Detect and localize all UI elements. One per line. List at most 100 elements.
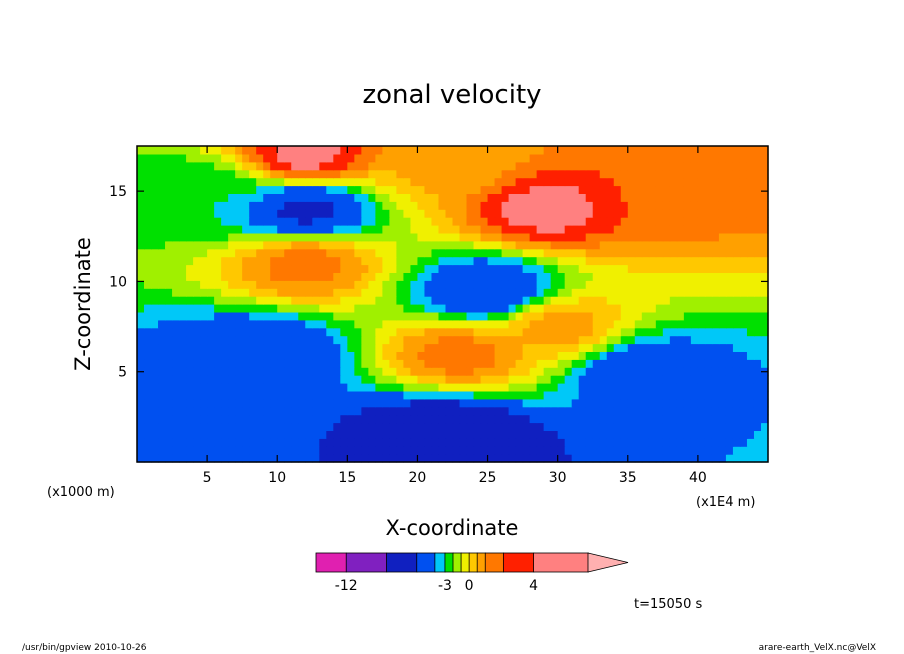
- heatmap-cell: [438, 217, 447, 226]
- heatmap-cell: [578, 232, 587, 242]
- heatmap-cell: [732, 343, 741, 352]
- heatmap-cell: [298, 367, 306, 376]
- heatmap-cell: [557, 169, 566, 179]
- heatmap-cell: [620, 327, 629, 337]
- heatmap-cell: [319, 383, 327, 392]
- heatmap-cell: [732, 217, 741, 226]
- heatmap-cell: [361, 311, 369, 321]
- heatmap-cell: [536, 304, 545, 313]
- heatmap-cell: [683, 240, 692, 250]
- heatmap-cell: [487, 201, 496, 210]
- heatmap-cell: [515, 185, 524, 194]
- heatmap-cell: [179, 446, 187, 455]
- heatmap-cell: [403, 414, 412, 424]
- heatmap-cell: [396, 161, 405, 171]
- heatmap-cell: [403, 367, 412, 376]
- heatmap-cell: [529, 296, 538, 305]
- heatmap-cell: [704, 430, 713, 439]
- heatmap-cell: [396, 304, 405, 313]
- heatmap-cell: [326, 414, 334, 424]
- heatmap-cell: [459, 240, 468, 250]
- heatmap-cell: [480, 430, 489, 439]
- heatmap-cell: [571, 193, 580, 202]
- heatmap-cell: [284, 193, 292, 202]
- heatmap-cell: [571, 209, 580, 218]
- heatmap-cell: [515, 311, 524, 321]
- heatmap-cell: [284, 454, 292, 463]
- heatmap-cell: [480, 422, 489, 431]
- heatmap-cell: [445, 146, 454, 155]
- x-axis-label: X-coordinate: [386, 516, 519, 540]
- heatmap-cell: [466, 272, 475, 281]
- heatmap-cell: [186, 209, 194, 218]
- heatmap-cell: [249, 169, 257, 179]
- heatmap-cell: [739, 240, 748, 250]
- heatmap-cell: [627, 209, 636, 218]
- heatmap-cell: [284, 446, 292, 455]
- heatmap-cell: [753, 296, 762, 305]
- heatmap-cell: [599, 390, 608, 400]
- heatmap-cell: [249, 146, 257, 155]
- heatmap-cell: [634, 209, 643, 218]
- heatmap-cell: [445, 438, 454, 447]
- heatmap-cell: [627, 446, 636, 455]
- heatmap-cell: [319, 201, 327, 210]
- heatmap-cell: [571, 169, 580, 179]
- heatmap-cell: [389, 422, 398, 431]
- heatmap-cell: [669, 193, 678, 202]
- heatmap-cell: [375, 438, 383, 447]
- heatmap-cell: [144, 161, 152, 171]
- heatmap-cell: [564, 161, 573, 171]
- heatmap-cell: [172, 311, 180, 321]
- heatmap-cell: [165, 272, 173, 281]
- heatmap-cell: [704, 153, 713, 163]
- heatmap-cell: [235, 430, 243, 439]
- heatmap-cell: [382, 311, 390, 321]
- heatmap-cell: [186, 422, 194, 431]
- heatmap-cell: [298, 414, 306, 424]
- heatmap-cell: [697, 367, 706, 376]
- heatmap-cell: [480, 248, 489, 258]
- heatmap-cell: [529, 193, 538, 202]
- heatmap-cell: [606, 169, 615, 179]
- heatmap-cell: [214, 169, 222, 179]
- heatmap-cell: [347, 217, 355, 226]
- heatmap-cell: [662, 185, 671, 194]
- heatmap-cell: [256, 217, 264, 226]
- heatmap-cell: [760, 383, 769, 392]
- heatmap-cell: [648, 146, 657, 155]
- heatmap-cell: [508, 193, 517, 202]
- heatmap-cell: [326, 438, 334, 447]
- heatmap-cell: [459, 438, 468, 447]
- heatmap-cell: [347, 327, 355, 337]
- heatmap-cell: [529, 256, 538, 266]
- heatmap-cell: [620, 414, 629, 424]
- colorbar-swatch: [386, 552, 418, 573]
- heatmap-cell: [137, 280, 145, 289]
- heatmap-cell: [242, 446, 250, 455]
- heatmap-cell: [277, 264, 285, 273]
- heatmap-cell: [158, 296, 166, 305]
- heatmap-cell: [221, 430, 229, 439]
- heatmap-cell: [753, 454, 762, 463]
- heatmap-cell: [396, 280, 405, 289]
- heatmap-cell: [760, 280, 769, 289]
- heatmap-cell: [319, 209, 327, 218]
- heatmap-cell: [284, 390, 292, 400]
- heatmap-cell: [186, 454, 194, 463]
- heatmap-cell: [144, 414, 152, 424]
- heatmap-cell: [536, 422, 545, 431]
- heatmap-cell: [648, 335, 657, 345]
- heatmap-cell: [445, 288, 454, 297]
- heatmap-cell: [403, 264, 412, 273]
- heatmap-cell: [151, 446, 159, 455]
- heatmap-cell: [228, 335, 236, 345]
- heatmap-cell: [487, 272, 496, 281]
- heatmap-cell: [354, 319, 362, 329]
- heatmap-cell: [515, 359, 524, 368]
- heatmap-cell: [466, 146, 475, 155]
- heatmap-cell: [200, 248, 208, 258]
- heatmap-cell: [613, 296, 622, 305]
- heatmap-cell: [473, 248, 482, 258]
- heatmap-cell: [718, 153, 727, 163]
